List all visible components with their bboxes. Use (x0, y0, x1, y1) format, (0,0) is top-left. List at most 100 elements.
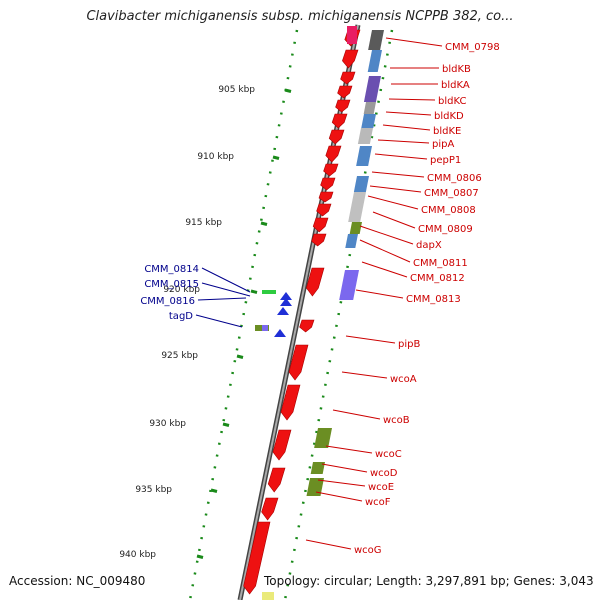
gene-leader-line (305, 539, 352, 550)
gene-leader-line (385, 111, 432, 116)
gc-block (353, 176, 370, 192)
gene-leader-line (359, 239, 411, 263)
gene-leader-line (321, 463, 368, 473)
reverse-gene-arrow (274, 329, 286, 337)
forward-gene-arrow (335, 99, 351, 113)
forward-gene-arrow (299, 319, 315, 333)
gene-leader-line (317, 479, 366, 487)
gc-block (357, 128, 373, 144)
gene-label: bldKE (433, 126, 461, 137)
gene-label: wcoD (370, 468, 398, 479)
scale-tick (196, 554, 204, 559)
gene-leader-line (361, 261, 408, 278)
forward-gene-arrow (288, 344, 309, 381)
gene-label: CMM_0816 (140, 296, 195, 307)
gene-label: bldKB (442, 64, 471, 75)
forward-gene-arrow (328, 129, 345, 145)
reverse-gene-block (262, 290, 276, 294)
gene-leader-line (315, 491, 363, 502)
forward-gene-arrow (318, 191, 334, 203)
gene-leader-line (332, 409, 381, 420)
gene-label: pipB (398, 339, 420, 350)
forward-gene-arrow (280, 384, 301, 421)
gene-label: CMM_0814 (144, 264, 199, 275)
forward-gene-arrow (320, 177, 336, 191)
gene-label: pepP1 (430, 155, 461, 166)
forward-gene-arrow (325, 145, 342, 163)
gene-label: wcoA (390, 374, 417, 385)
scale-tick (210, 488, 218, 493)
scale-tick (260, 221, 268, 226)
gene-label: CMM_0798 (445, 42, 500, 53)
gc-block (262, 592, 274, 600)
gc-block (310, 462, 326, 474)
gene-label: CMM_0812 (410, 273, 465, 284)
forward-gene-arrow (316, 203, 332, 217)
gene-label: tagD (169, 311, 193, 322)
gene-label: dapX (416, 240, 442, 251)
reverse-gene-arrow (277, 307, 289, 315)
scale-tick-label: 915 kbp (185, 218, 222, 228)
forward-gene-arrow (340, 71, 356, 85)
gc-block (363, 102, 376, 114)
gene-label: CMM_0806 (427, 173, 482, 184)
scale-tick-label: 940 kbp (119, 550, 156, 560)
scale-tick-label: 905 kbp (218, 85, 255, 95)
gene-leader-line (201, 282, 251, 297)
topology-text: Topology: circular; Length: 3,297,891 bp… (264, 574, 594, 588)
scale-tick (284, 88, 292, 93)
gene-leader-line (195, 314, 243, 328)
gene-leader-line (359, 225, 414, 245)
gc-block (349, 222, 363, 234)
scale-tick (236, 354, 244, 359)
gene-label: wcoB (383, 415, 410, 426)
scale-tick-label: 920 kbp (163, 285, 200, 295)
gene-leader-line (197, 297, 247, 301)
gene-leader-line (374, 153, 428, 160)
gc-block (363, 76, 381, 102)
gc-block (356, 146, 372, 166)
scale-tick (250, 289, 258, 294)
gene-leader-line (325, 445, 373, 454)
gene-leader-line (372, 211, 416, 229)
gc-block (368, 30, 385, 50)
gene-leader-line (371, 171, 425, 178)
gc-block (347, 26, 357, 44)
forward-gene-arrow (261, 497, 279, 521)
gene-leader-line (388, 98, 436, 101)
forward-gene-arrow (312, 217, 329, 233)
gene-leader-line (382, 124, 431, 131)
gene-label: CMM_0811 (413, 258, 468, 269)
map-title: Clavibacter michiganensis subsp. michiga… (86, 9, 514, 24)
scale-tick-label: 910 kbp (197, 152, 234, 162)
gene-label: CMM_0807 (424, 188, 479, 199)
gene-label: bldKA (441, 80, 470, 91)
gene-label: bldKC (438, 96, 466, 107)
gene-leader-line (345, 335, 396, 344)
scale-tick-label: 935 kbp (135, 485, 172, 495)
forward-gene-arrow (342, 49, 359, 69)
forward-gene-arrow (267, 467, 286, 493)
gene-leader-line (367, 195, 419, 210)
gc-block (345, 234, 358, 248)
scale-tick-label: 930 kbp (149, 419, 186, 429)
reverse-gene-block (262, 325, 268, 331)
forward-gene-arrow (311, 233, 327, 247)
reverse-gene-arrow (280, 298, 292, 306)
gc-block (306, 478, 325, 496)
gene-leader-line (377, 139, 430, 144)
gc-block (348, 192, 366, 222)
scale-tick-label: 925 kbp (161, 351, 198, 361)
gene-leader-line (201, 267, 251, 293)
gc-block (314, 428, 332, 448)
accession-text: Accession: NC_009480 (9, 574, 146, 588)
forward-gene-arrow (272, 429, 292, 461)
forward-gene-arrow (337, 85, 353, 99)
forward-gene-arrow (306, 267, 325, 297)
scale-dotted-line (188, 29, 299, 600)
gene-label: CMM_0808 (421, 205, 476, 216)
gene-label: wcoG (354, 545, 382, 556)
forward-gene-arrow (243, 521, 271, 595)
gene-leader-line (369, 185, 422, 193)
gene-label: CMM_0813 (406, 294, 461, 305)
